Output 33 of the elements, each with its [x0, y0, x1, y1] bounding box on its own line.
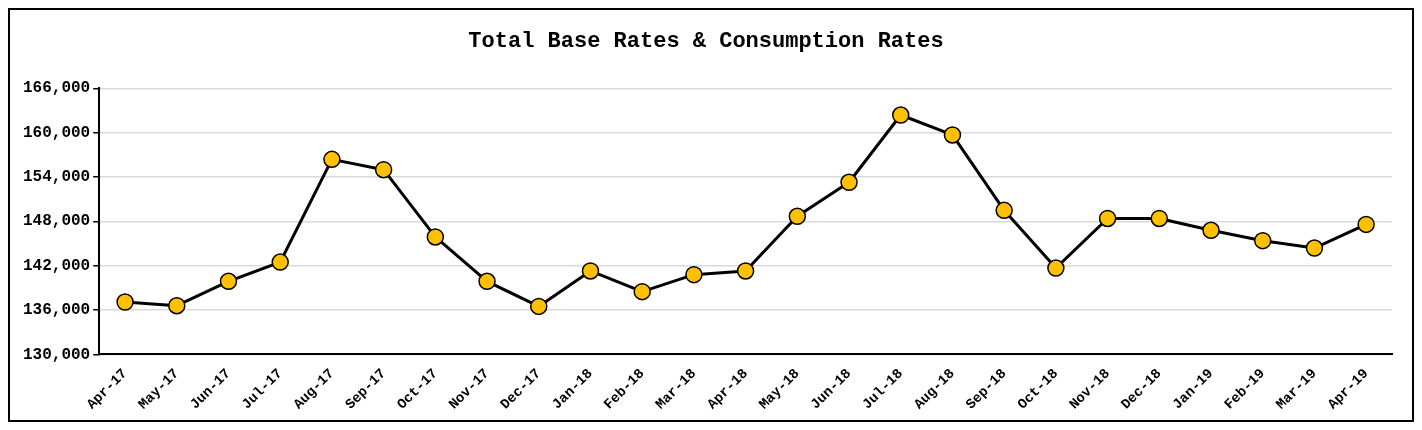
y-tick-label: 136,000 [22, 301, 91, 320]
point [891, 106, 910, 124]
point [530, 297, 548, 316]
point [736, 262, 755, 280]
point [426, 228, 445, 246]
y-tick-label: 160,000 [22, 123, 91, 142]
point [1202, 221, 1220, 240]
y-tick-label: 130,000 [22, 345, 91, 364]
point [840, 173, 858, 192]
point [633, 282, 651, 301]
y-tick-label: 148,000 [22, 212, 91, 231]
point [1305, 239, 1324, 257]
point [995, 201, 1013, 220]
point [1098, 209, 1117, 228]
point [323, 150, 341, 169]
point [1253, 231, 1272, 250]
y-tick-label: 166,000 [22, 79, 91, 98]
y-tick-label: 154,000 [22, 168, 91, 187]
y-tick-label: 142,000 [22, 256, 91, 275]
point [1150, 209, 1169, 228]
point [271, 253, 289, 271]
point [374, 160, 393, 179]
point [1357, 215, 1375, 234]
point [685, 265, 703, 284]
point [1047, 259, 1065, 277]
point [219, 272, 238, 291]
point [168, 296, 186, 315]
point [943, 126, 962, 144]
chart-title: Total Base Rates & Consumption Rates [468, 28, 944, 54]
point [116, 293, 134, 311]
point [478, 272, 496, 291]
point [788, 207, 807, 226]
point [581, 262, 600, 280]
